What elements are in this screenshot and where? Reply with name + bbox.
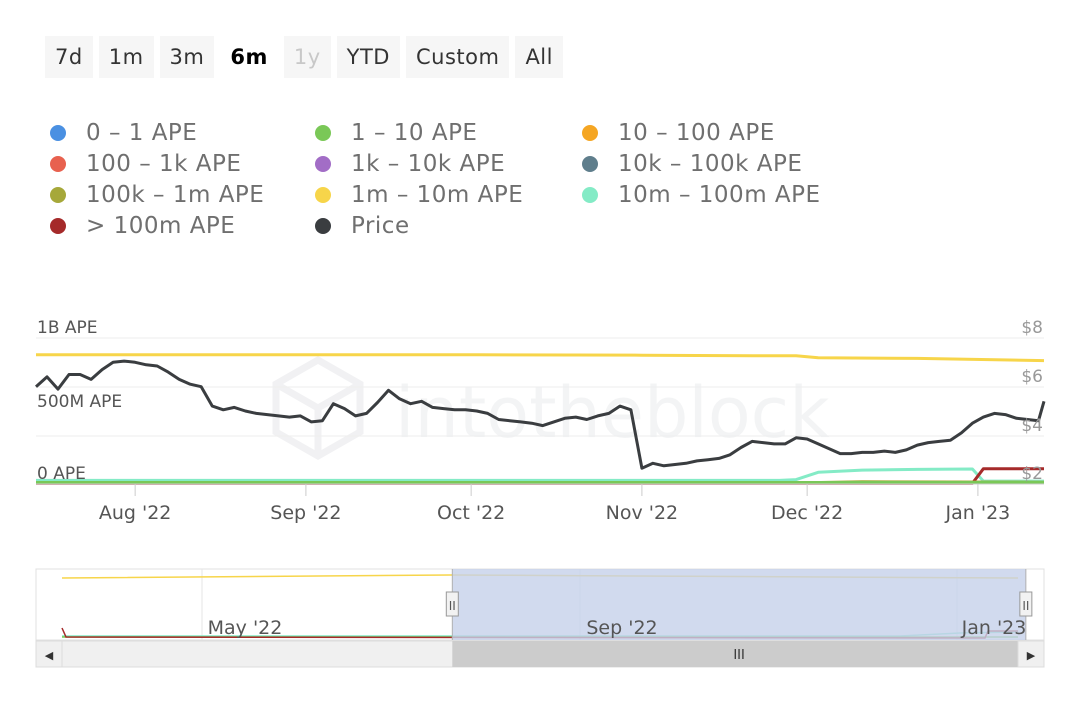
legend-label: 1m – 10m APE (351, 182, 524, 208)
legend-item-10m-100m-ape[interactable]: 10m – 100m APE (582, 182, 821, 208)
legend-label: 10 – 100 APE (618, 120, 775, 146)
legend-label: 0 – 1 APE (86, 120, 198, 146)
scrollbar-thumb-grip: III (733, 648, 745, 663)
legend-item-100-1k-ape[interactable]: 100 – 1k APE (50, 151, 241, 177)
navigator-label: Jan '23 (961, 617, 1027, 639)
legend-dot-icon (50, 156, 66, 172)
range-selector: 7d 1m 3m 6m 1y YTD Custom All (45, 36, 563, 78)
legend-item-1m-10m-ape[interactable]: 1m – 10m APE (315, 182, 523, 208)
navigator-label: May '22 (208, 617, 283, 639)
x-tick-label: Jan '23 (945, 502, 1011, 524)
range-button-1m[interactable]: 1m (98, 36, 154, 78)
legend-dot-icon (50, 187, 66, 203)
legend-label: 10m – 100m APE (618, 182, 821, 208)
scroll-right-arrow-icon: ▶ (1027, 649, 1036, 662)
scrollbar-thumb[interactable] (452, 641, 1026, 667)
range-button-7d[interactable]: 7d (45, 36, 93, 78)
y-left-tick-label: 1B APE (37, 318, 98, 338)
legend-dot-icon (315, 187, 331, 203)
navigator-selection[interactable] (452, 569, 1026, 640)
legend-dot-icon (50, 218, 66, 234)
y-left-tick-label: 500M APE (37, 392, 122, 412)
handle-grip-icon: II (1022, 599, 1029, 613)
scroll-left-arrow-icon: ◀ (45, 649, 54, 662)
legend-dot-icon (315, 156, 331, 172)
y-right-tick-label: $6 (1021, 367, 1043, 387)
legend-dot-icon (582, 187, 598, 203)
watermark-text: intotheblock (395, 372, 830, 454)
y-right-tick-label: $4 (1021, 416, 1043, 436)
legend-label: 10k – 100k APE (618, 151, 803, 177)
navigator-scrollbar[interactable]: III ◀ ▶ (35, 640, 1045, 668)
legend-item-price[interactable]: Price (315, 213, 410, 239)
legend-dot-icon (582, 156, 598, 172)
legend-label: Price (351, 213, 410, 239)
legend-dot-icon (315, 218, 331, 234)
legend-label: 100 – 1k APE (86, 151, 242, 177)
legend-item-100k-1m-ape[interactable]: 100k – 1m APE (50, 182, 264, 208)
legend-item-1k-10k-ape[interactable]: 1k – 10k APE (315, 151, 505, 177)
x-tick-label: Nov '22 (606, 502, 679, 524)
range-button-all[interactable]: All (515, 36, 563, 78)
legend-dot-icon (582, 125, 598, 141)
legend-label: 1k – 10k APE (351, 151, 506, 177)
range-button-1y: 1y (283, 36, 331, 78)
legend-label: 100k – 1m APE (86, 182, 265, 208)
legend-item-100m-ape[interactable]: > 100m APE (50, 213, 235, 239)
y-right-tick-label: $8 (1021, 318, 1043, 338)
legend-dot-icon (50, 125, 66, 141)
legend-item-10k-100k-ape[interactable]: 10k – 100k APE (582, 151, 802, 177)
series-line-1m-10m-ape (36, 353, 1045, 363)
x-tick-label: Aug '22 (99, 502, 172, 524)
range-button-custom[interactable]: Custom (405, 36, 510, 78)
legend-label: 1 – 10 APE (351, 120, 478, 146)
x-tick-label: Dec '22 (771, 502, 843, 524)
handle-grip-icon: II (449, 599, 456, 613)
legend-label: > 100m APE (86, 213, 236, 239)
navigator-left-handle[interactable] (445, 591, 459, 617)
legend-item-0-1-ape[interactable]: 0 – 1 APE (50, 120, 197, 146)
x-tick-label: Sep '22 (270, 502, 341, 524)
range-button-6m[interactable]: 6m (220, 36, 278, 78)
navigator-right-handle[interactable] (1019, 591, 1033, 617)
navigator-label: Sep '22 (586, 617, 657, 639)
watermark: intotheblock (272, 355, 830, 461)
legend-item-1-10-ape[interactable]: 1 – 10 APE (315, 120, 477, 146)
scroll-right-button[interactable] (1017, 640, 1045, 668)
scroll-left-button[interactable] (35, 640, 63, 668)
y-right-tick-label: $2 (1021, 464, 1043, 484)
x-tick-label: Oct '22 (437, 502, 505, 524)
watermark-cube-icon (272, 355, 364, 461)
range-button-3m[interactable]: 3m (159, 36, 215, 78)
range-button-ytd[interactable]: YTD (336, 36, 400, 78)
y-left-tick-label: 0 APE (37, 464, 86, 484)
series-line-price (35, 359, 1046, 470)
series-line-10m-100m-ape (36, 467, 1044, 483)
legend-item-10-100-ape[interactable]: 10 – 100 APE (582, 120, 775, 146)
legend-dot-icon (315, 125, 331, 141)
